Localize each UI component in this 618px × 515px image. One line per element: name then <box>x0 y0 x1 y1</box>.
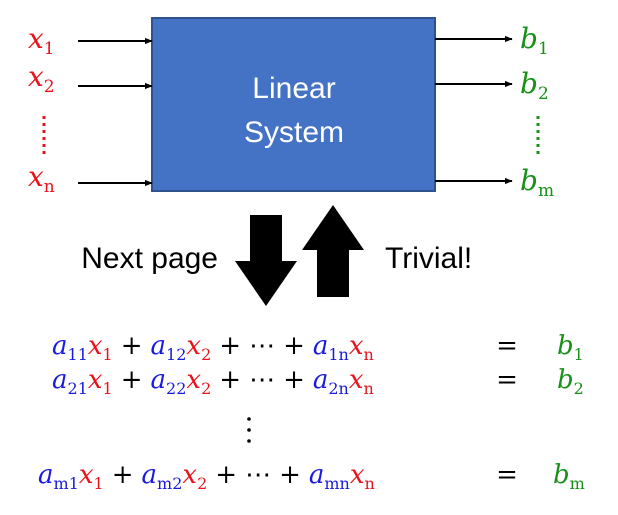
svg-text:b1: b1 <box>520 22 549 59</box>
up-arrow-icon <box>302 205 364 297</box>
svg-text:b1: b1 <box>557 331 584 364</box>
equation-row-1: a11x1 + a12x2 + ⋯ + a1nxn = b1 <box>52 331 584 364</box>
svg-text:b2: b2 <box>520 67 549 104</box>
output-bm: bm <box>520 164 554 201</box>
svg-text:bm: bm <box>553 460 585 493</box>
svg-text:=: = <box>496 365 518 395</box>
box-label-line2: System <box>244 116 344 149</box>
output-b2: b2 <box>520 67 549 104</box>
svg-text:a11x1+a12x2+⋯+a1nxn: a11x1 + a12x2 + ⋯ + a1nxn <box>52 331 374 364</box>
input-x1: x1 <box>28 22 55 59</box>
linear-system-box <box>151 17 436 192</box>
svg-text:a21x1+a22x2+⋯+a2nxn: a21x1 + a22x2 + ⋯ + a2nxn <box>52 365 374 398</box>
input-xn: xn <box>28 160 55 197</box>
svg-text:=: = <box>496 460 518 490</box>
svg-text:b2: b2 <box>557 365 584 398</box>
svg-text:bm: bm <box>520 164 554 201</box>
svg-text:x2: x2 <box>28 60 55 97</box>
svg-text:am1x1+am2x2+⋯+amnxn: am1x1 + am2x2 + ⋯ + amnxn <box>38 460 375 493</box>
equation-vertical-ellipsis <box>247 417 251 443</box>
svg-text:x1: x1 <box>28 22 55 59</box>
box-label-line1: Linear <box>252 72 335 105</box>
output-b1: b1 <box>520 22 549 59</box>
down-arrow-label: Next page <box>81 242 218 275</box>
up-arrow-label: Trivial! <box>385 242 472 275</box>
equation-row-m: am1x1 + am2x2 + ⋯ + amnxn = bm <box>38 460 585 493</box>
svg-text:xn: xn <box>28 160 55 197</box>
equation-row-2: a21x1 + a22x2 + ⋯ + a2nxn = b2 <box>52 365 584 398</box>
input-x2: x2 <box>28 60 55 97</box>
svg-text:=: = <box>496 331 518 361</box>
down-arrow-icon <box>235 215 297 306</box>
